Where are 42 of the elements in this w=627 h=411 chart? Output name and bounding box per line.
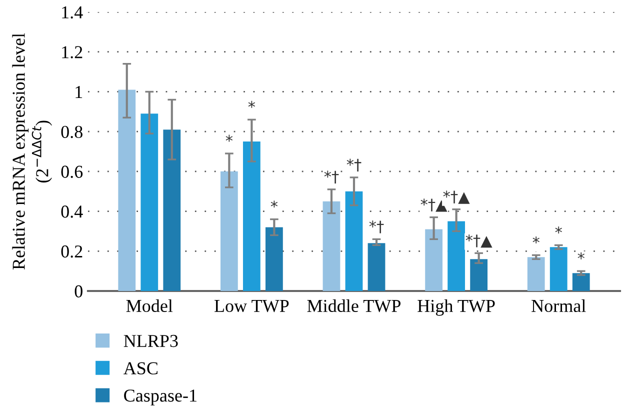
bar bbox=[448, 221, 466, 291]
y-tick-label: 1.2 bbox=[62, 46, 82, 58]
y-tick-label: 1 bbox=[76, 86, 82, 98]
bar bbox=[425, 229, 442, 291]
bar bbox=[470, 259, 488, 291]
x-tick-label: Normal bbox=[532, 299, 586, 312]
data-label: * bbox=[270, 200, 278, 208]
bar bbox=[140, 114, 158, 291]
y-tick-label: 0.4 bbox=[61, 206, 83, 218]
bar bbox=[572, 273, 590, 291]
data-label: * bbox=[555, 226, 562, 234]
y-tick-label: 0 bbox=[74, 285, 82, 298]
bar bbox=[163, 130, 181, 291]
x-tick-label: Low TWP bbox=[214, 300, 289, 312]
legend-label: NLRP3 bbox=[124, 334, 178, 348]
x-tick-label: High TWP bbox=[418, 299, 495, 316]
data-label: * bbox=[226, 134, 233, 142]
bar bbox=[322, 201, 340, 291]
legend-label: ASC bbox=[124, 362, 158, 374]
bar bbox=[266, 227, 283, 291]
y-tick-label: 0.8 bbox=[61, 126, 82, 138]
x-tick-label: Model bbox=[126, 299, 173, 312]
y-tick-label: 1.4 bbox=[62, 6, 83, 19]
bar bbox=[550, 247, 568, 291]
data-label: *† bbox=[369, 220, 384, 234]
bar bbox=[368, 243, 386, 291]
data-label: * bbox=[248, 100, 256, 108]
legend-label: Caspase-1 bbox=[124, 390, 196, 406]
data-label: *† bbox=[324, 170, 339, 184]
bar bbox=[345, 191, 363, 291]
y-axis-title: Relative mRNA expression level (2$^{−ΔΔCt}$) bbox=[12, 33, 52, 270]
bar bbox=[220, 171, 238, 291]
data-label: * bbox=[578, 252, 584, 260]
y-tick-label: 0.6 bbox=[61, 166, 83, 178]
bar bbox=[118, 90, 136, 291]
data-label: *† bbox=[346, 158, 362, 172]
bar bbox=[527, 257, 545, 291]
y-tick-label: 0.2 bbox=[61, 245, 82, 258]
bar bbox=[242, 142, 260, 291]
data-label: *†▲ bbox=[466, 234, 492, 248]
data-label: * bbox=[532, 236, 540, 244]
x-tick-label: Middle TWP bbox=[307, 299, 401, 312]
